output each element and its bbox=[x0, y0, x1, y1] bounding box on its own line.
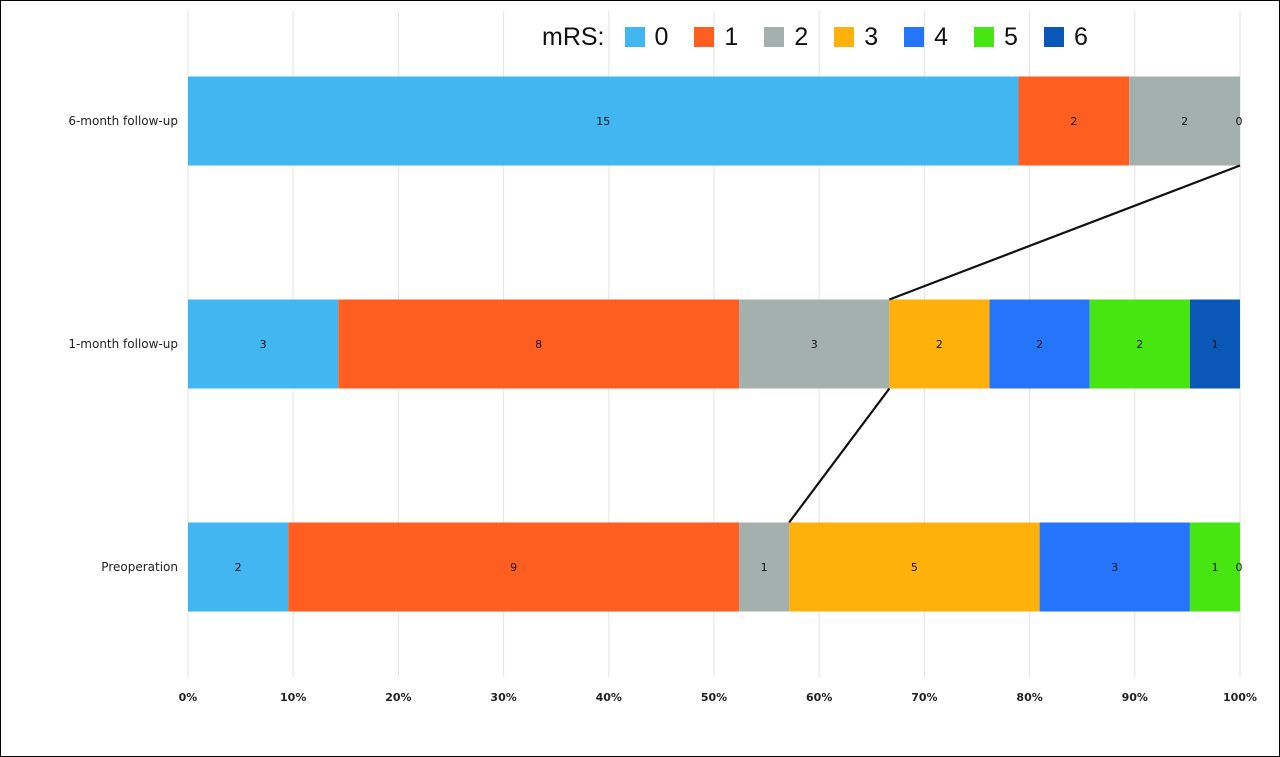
legend-label: 3 bbox=[864, 22, 879, 51]
legend-swatch bbox=[764, 27, 785, 47]
bar-segment-mrs-2 bbox=[739, 299, 890, 389]
legend-label: 5 bbox=[1004, 22, 1018, 51]
legend-swatch bbox=[694, 27, 715, 47]
data-label: 2 bbox=[1070, 115, 1077, 128]
legend-item-mrs-6: 6 bbox=[1043, 22, 1088, 52]
x-tick-label: 70% bbox=[911, 691, 937, 704]
legend-label: 2 bbox=[794, 22, 809, 51]
category-labels: 6-month follow-up 1-month follow-up Preope… bbox=[68, 114, 178, 574]
bar-segments bbox=[188, 76, 1240, 612]
bar-segment-mrs-0 bbox=[188, 76, 1019, 166]
legend-swatch bbox=[904, 27, 925, 47]
category-label: Preoperation bbox=[101, 560, 178, 574]
legend-swatch bbox=[1043, 27, 1064, 47]
bar-segment-mrs-0 bbox=[188, 522, 289, 612]
data-label: 2 bbox=[235, 561, 242, 574]
bar-segment-mrs-6 bbox=[1189, 299, 1240, 389]
bar-segment-mrs-4 bbox=[989, 299, 1090, 389]
legend-swatch bbox=[624, 27, 645, 47]
legend: mRS: 0 1 2 3 4 5 6 bbox=[542, 19, 1114, 55]
x-axis-tick-labels: 0% 10% 20% 30% 40% 50% 60% 70% 80% 90% 100% bbox=[179, 691, 1257, 704]
connector-line bbox=[788, 387, 891, 524]
legend-label: 6 bbox=[1073, 22, 1088, 51]
x-tick-label: 60% bbox=[806, 691, 832, 704]
legend-item-mrs-5: 5 bbox=[974, 23, 1018, 52]
legend-item-mrs-3: 3 bbox=[834, 23, 878, 52]
connector-lines bbox=[788, 164, 1241, 524]
data-label: 1 bbox=[1211, 338, 1218, 351]
legend-item-mrs-4: 4 bbox=[904, 23, 948, 52]
legend-item-mrs-1: 1 bbox=[694, 23, 738, 52]
data-label: 2 bbox=[1036, 338, 1043, 351]
legend-swatch bbox=[974, 27, 995, 47]
connector-line bbox=[888, 164, 1241, 301]
legend-swatch bbox=[834, 27, 855, 47]
data-label: 5 bbox=[911, 561, 918, 574]
legend-item-mrs-0: 0 bbox=[624, 22, 669, 52]
data-label: 2 bbox=[936, 338, 943, 351]
category-label: 1-month follow-up bbox=[68, 337, 178, 351]
data-label: 3 bbox=[1111, 561, 1118, 574]
bar-segment-mrs-5 bbox=[1089, 299, 1190, 389]
legend-label: 0 bbox=[654, 22, 669, 51]
data-label: 3 bbox=[811, 338, 818, 351]
x-tick-label: 20% bbox=[385, 691, 411, 704]
data-label: 1 bbox=[1211, 561, 1218, 574]
x-tick-label: 0% bbox=[179, 691, 198, 704]
data-labels: 15 2 2 03 8 3 2 2 2 12 9 1 5 3 1 0 bbox=[235, 115, 1243, 574]
bar-segment-mrs-3 bbox=[789, 522, 1040, 612]
legend-label: 4 bbox=[934, 22, 949, 51]
x-tick-label: 100% bbox=[1223, 691, 1257, 704]
legend-label: 1 bbox=[724, 22, 739, 51]
data-label: 2 bbox=[1181, 115, 1188, 128]
bar-segment-mrs-4 bbox=[1039, 522, 1190, 612]
data-label: 0 bbox=[1236, 561, 1243, 574]
x-tick-label: 90% bbox=[1122, 691, 1148, 704]
x-tick-label: 30% bbox=[490, 691, 516, 704]
data-label: 2 bbox=[1136, 338, 1143, 351]
legend-title: mRS: bbox=[542, 22, 605, 51]
data-label: 8 bbox=[535, 338, 542, 351]
data-label: 9 bbox=[510, 561, 517, 574]
x-tick-label: 40% bbox=[596, 691, 622, 704]
data-label: 1 bbox=[761, 561, 768, 574]
bar-segment-mrs-3 bbox=[889, 299, 990, 389]
bar-segment-mrs-1 bbox=[288, 522, 740, 612]
bar-segment-mrs-1 bbox=[1018, 76, 1130, 166]
bar-segment-mrs-2 bbox=[739, 522, 790, 612]
data-label: 15 bbox=[596, 115, 610, 128]
bar-segment-mrs-2 bbox=[1129, 76, 1240, 166]
bar-segment-mrs-5 bbox=[1189, 522, 1240, 612]
category-label: 6-month follow-up bbox=[68, 114, 178, 128]
bar-segment-mrs-0 bbox=[188, 299, 339, 389]
bar-segment-mrs-1 bbox=[338, 299, 740, 389]
x-tick-label: 10% bbox=[280, 691, 306, 704]
legend-item-mrs-2: 2 bbox=[764, 23, 808, 52]
data-label: 3 bbox=[260, 338, 267, 351]
x-tick-label: 50% bbox=[701, 691, 727, 704]
x-tick-label: 80% bbox=[1016, 691, 1042, 704]
data-label: 0 bbox=[1236, 115, 1243, 128]
